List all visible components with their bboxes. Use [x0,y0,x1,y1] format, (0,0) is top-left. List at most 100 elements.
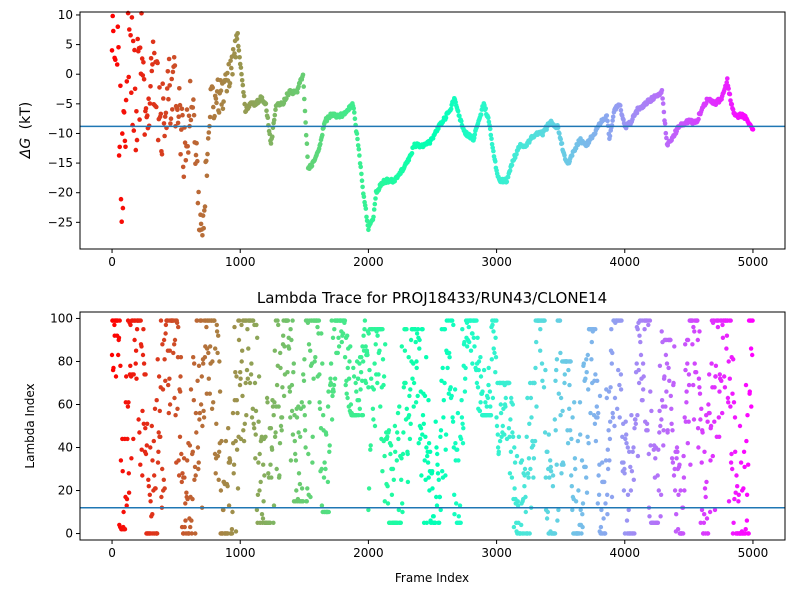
lambda-point [242,421,247,426]
lambda-point [596,473,601,478]
lambda-point [676,492,681,497]
lambda-point [588,410,593,416]
dg-point [109,48,115,53]
lambda-point [156,449,161,454]
lambda-point [672,466,677,472]
lambda-point [272,434,278,439]
lambda-point [150,512,155,517]
lambda-point [381,382,386,388]
dg-point [309,163,315,169]
lambda-point [339,339,344,345]
lambda-point [320,361,325,366]
dg-point [154,104,159,110]
lambda-point [188,524,193,530]
lambda-point [636,367,641,373]
dg-x-tick-label: 2000 [353,255,384,269]
lambda-point [376,372,381,377]
dg-point [224,88,230,94]
lambda-point [167,348,172,353]
lambda-point [743,382,749,388]
lambda-point [677,462,682,467]
lambda-point [392,423,398,429]
dg-point [180,112,185,118]
dg-point [150,62,155,67]
lambda-point [440,365,445,371]
lambda-point [253,432,258,437]
lambda-point [663,404,668,409]
dg-point [185,144,190,149]
dg-point [120,131,125,136]
lambda-point [511,524,517,530]
dg-point [507,168,513,173]
lambda-point [241,438,247,444]
dg-point [443,115,449,121]
lambda-point [274,466,279,472]
lambda-point [143,426,148,431]
dg-point [125,10,131,16]
lambda-point [437,520,442,525]
lambda-point [160,342,165,347]
lambda-point [624,432,629,437]
lambda-point [468,348,474,353]
lambda-point [184,490,189,495]
lambda-point [438,428,444,433]
dg-point [455,108,461,114]
lambda-point [519,458,525,463]
lambda-point [308,494,313,500]
lambda-point [731,357,736,362]
dg-point [206,130,212,135]
lambda-point [543,367,548,373]
lambda-point [610,415,616,420]
lambda-point [366,331,371,336]
lambda-point [323,466,328,472]
lambda-point [431,514,436,519]
lambda-point [635,453,641,459]
lambda-point [259,512,265,517]
lambda-point [595,415,600,420]
lambda-point [471,335,476,340]
dg-point [488,132,494,138]
lambda-point [500,423,505,429]
lambda-point [236,337,242,343]
lambda-point [131,372,136,377]
lambda-point [152,473,157,478]
lambda-point [455,410,461,416]
lambda-point [155,460,161,465]
dg-y-tick-label: −5 [55,97,73,111]
lambda-point [724,333,730,338]
lambda-point [125,404,131,409]
lambda-point [601,516,606,521]
dg-point [131,128,137,133]
lambda-point [382,499,387,504]
dg-point [181,174,187,180]
lambda-point [185,458,190,463]
lambda-point [206,376,211,381]
lambda-point [196,460,201,465]
lambda-point [548,464,553,470]
lambda-point [609,327,614,332]
dg-point [218,88,224,93]
lambda-point [235,410,240,416]
lambda-point [691,324,696,330]
lambda-point [749,404,754,409]
lambda-point [394,458,399,463]
lambda-point [625,445,630,450]
dg-point [372,201,378,207]
lambda-point [188,387,194,392]
lambda-point [699,406,704,411]
lambda-point [637,333,642,338]
lambda-point [276,404,281,409]
lambda-point [695,426,701,431]
lambda-point [126,400,131,405]
lambda-point [262,473,267,478]
lambda-point [538,327,543,332]
lambda-point [667,378,672,383]
lambda-point [285,370,290,375]
lambda-point [670,428,675,433]
lambda-point [362,327,367,332]
lambda-point [150,458,155,463]
lambda-point [477,408,483,414]
lambda-point [317,406,323,411]
dg-point [303,132,309,138]
lambda-point [289,408,295,414]
